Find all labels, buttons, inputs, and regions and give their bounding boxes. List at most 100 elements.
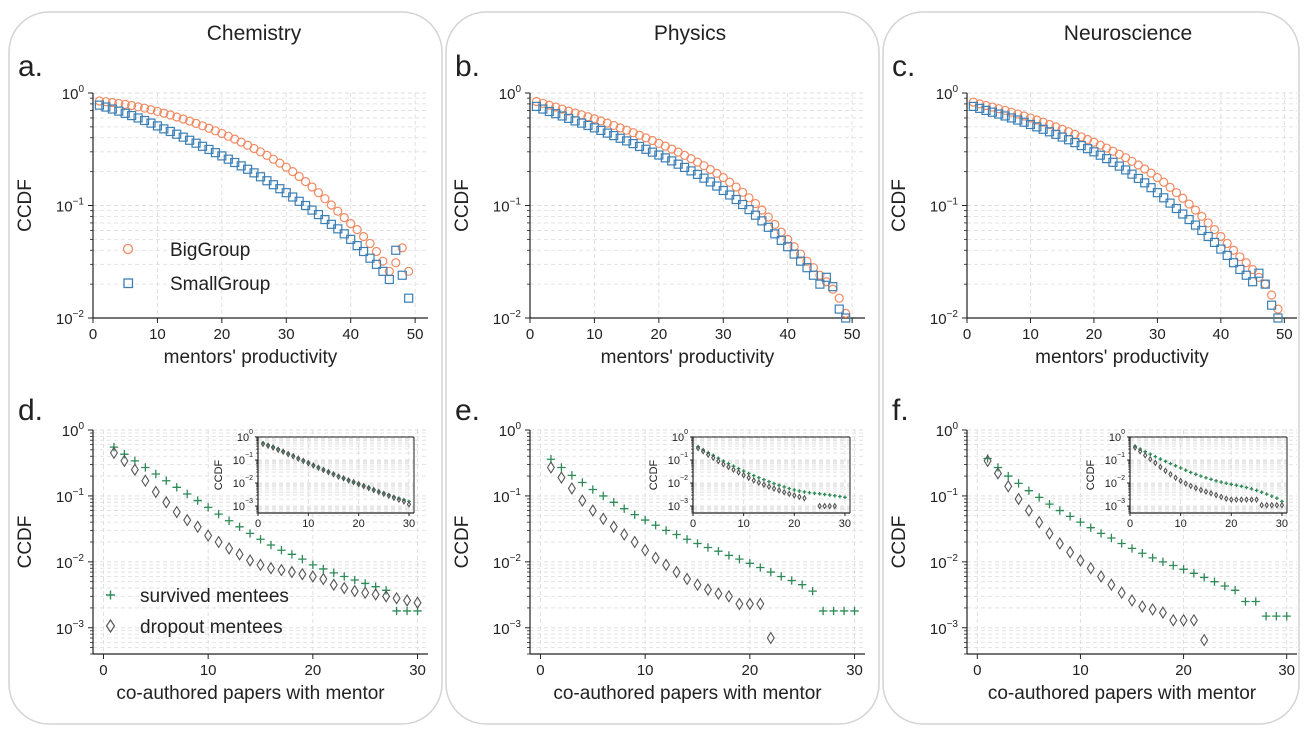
y-tick-label: 10−1 [233, 452, 253, 467]
point-circle [1152, 173, 1162, 183]
y-tick-label: 10−1 [1105, 452, 1125, 467]
point-circle [1159, 177, 1169, 187]
y-tick-label: 100 [672, 429, 688, 444]
point-plus [1034, 493, 1044, 502]
point-circle [602, 118, 612, 128]
point-diamond [214, 535, 223, 549]
inset-point-plus [1209, 477, 1213, 482]
point-square [165, 126, 175, 137]
point-square [197, 141, 208, 151]
point-square [339, 229, 349, 239]
point-plus [1210, 577, 1219, 586]
point-plus [287, 550, 297, 559]
inset-point-plus [1153, 454, 1158, 459]
point-plus [1065, 512, 1075, 521]
point-square [1000, 111, 1010, 121]
point-plus [308, 560, 318, 570]
point-diamond [1169, 613, 1178, 627]
point-circle [294, 171, 304, 182]
point-plus [1014, 479, 1023, 488]
inset-point-plus [1219, 480, 1223, 484]
point-square [660, 153, 670, 163]
x-tick-label: 0 [99, 662, 107, 679]
point-diamond [1066, 545, 1075, 559]
point-square [101, 102, 111, 112]
point-diamond [329, 578, 338, 592]
point-square [647, 147, 658, 157]
inset-point-diamond [1274, 501, 1280, 509]
x-tick-label: 30 [846, 662, 863, 679]
y-tick-label: 10−1 [56, 197, 85, 216]
inset-point-plus [1214, 479, 1218, 483]
point-diamond [1138, 600, 1147, 613]
inset-point-diamond [766, 483, 772, 491]
point-plus [319, 564, 328, 574]
point-diamond [225, 541, 234, 555]
point-circle [313, 188, 324, 198]
inset-point-plus [767, 479, 771, 484]
point-plus [693, 539, 702, 548]
point-plus [1024, 486, 1034, 495]
point-circle [783, 234, 793, 244]
point-diamond [1117, 586, 1126, 600]
point-plus [703, 543, 713, 552]
y-tick-label: 100 [62, 84, 85, 103]
inset-point-diamond [401, 497, 407, 505]
point-square [397, 270, 407, 280]
point-plus [1138, 549, 1147, 558]
x-tick-label: 10 [738, 518, 750, 530]
point-circle [725, 177, 735, 187]
point-circle [789, 242, 799, 252]
point-square [987, 107, 997, 117]
point-circle [288, 167, 298, 177]
point-square [1254, 268, 1264, 278]
point-square [783, 242, 793, 252]
point-square [139, 115, 150, 126]
point-square [981, 105, 991, 116]
inset-point-plus [1188, 470, 1193, 475]
inset-point-plus [797, 489, 802, 493]
point-square [191, 138, 201, 148]
x-tick-label: 10 [586, 326, 603, 343]
point-circle [339, 213, 349, 223]
point-square [557, 111, 567, 121]
point-square [570, 116, 580, 126]
point-circle [564, 106, 574, 116]
point-square [159, 124, 169, 134]
point-square [1025, 119, 1036, 130]
point-plus [1045, 499, 1054, 509]
x-tick-label: 20 [742, 662, 759, 679]
point-plus [224, 516, 234, 525]
point-diamond [546, 461, 555, 474]
inset-point-diamond [711, 454, 716, 462]
point-circle [1165, 182, 1175, 192]
point-square [404, 293, 414, 303]
inset-point-diamond [756, 479, 762, 487]
column-frame-physics [445, 11, 880, 725]
inset-background [258, 437, 414, 513]
x-tick-label: 0 [89, 326, 97, 343]
y-axis-label: CCDF [15, 179, 36, 232]
point-diamond [1055, 537, 1064, 550]
inset-point-plus [1254, 488, 1259, 493]
x-tick-label: 30 [715, 326, 732, 343]
inset-point-diamond [1269, 501, 1274, 509]
inset-point-diamond [761, 481, 767, 489]
point-plus [172, 483, 181, 492]
point-square [602, 128, 612, 138]
inset-point-plus [777, 483, 781, 488]
inset-point-plus [827, 493, 832, 497]
inset-point-diamond [396, 496, 402, 504]
inset-point-diamond [751, 476, 756, 484]
inset-point-plus [838, 494, 842, 499]
point-diamond [693, 578, 702, 592]
point-square [120, 108, 130, 118]
point-diamond [403, 593, 412, 607]
point-square [333, 224, 343, 234]
point-diamond [120, 454, 129, 468]
point-circle [596, 116, 606, 126]
inset-point-plus [833, 493, 837, 498]
x-tick-label: 0 [690, 518, 696, 530]
point-square [994, 109, 1004, 119]
point-square [172, 129, 182, 139]
